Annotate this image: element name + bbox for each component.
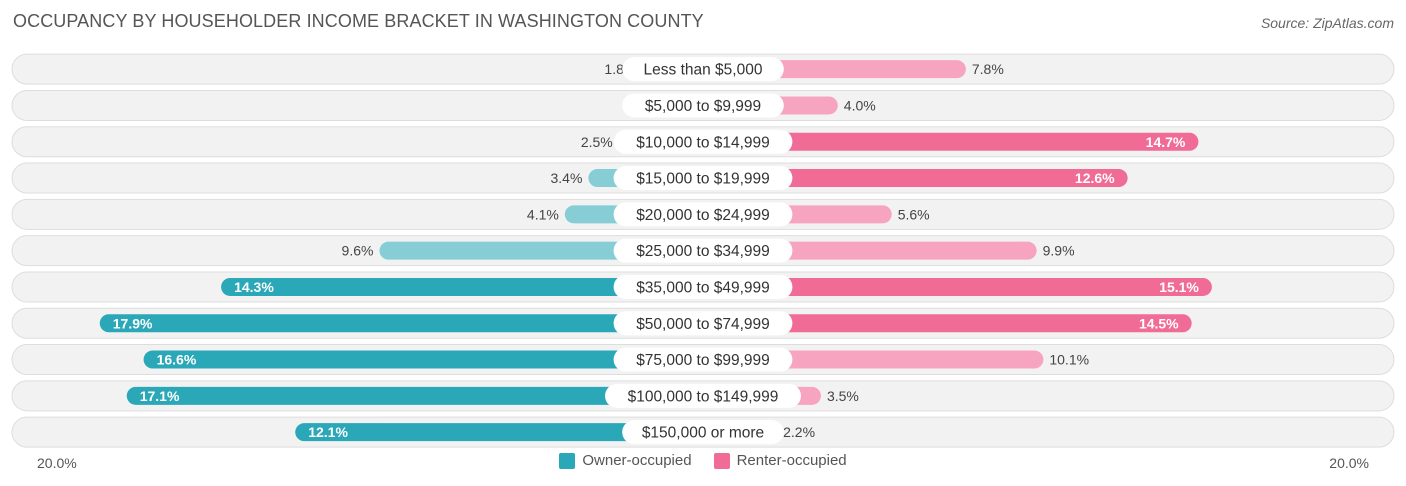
bar-renter [693, 132, 1199, 151]
value-label-owner: 14.3% [234, 279, 274, 295]
legend-label-renter: Renter-occupied [736, 452, 847, 469]
chart-title: OCCUPANCY BY HOUSEHOLDER INCOME BRACKET … [13, 11, 704, 31]
bar-owner [221, 277, 713, 296]
value-label-owner: 4.1% [527, 206, 559, 222]
legend-label-owner: Owner-occupied [582, 452, 692, 469]
category-label: $50,000 to $74,999 [636, 316, 770, 333]
value-label-renter: 9.9% [1043, 243, 1075, 259]
category-label: $150,000 or more [642, 425, 764, 442]
category-label: $5,000 to $9,999 [645, 98, 761, 115]
category-pill [613, 202, 793, 227]
value-label-renter: 2.2% [783, 424, 815, 440]
value-label-renter: 10.1% [1049, 352, 1089, 368]
category-label: $75,000 to $99,999 [636, 352, 770, 369]
value-label-renter: 3.5% [827, 388, 859, 404]
value-label-renter: 7.8% [972, 61, 1004, 77]
value-label-owner: 17.1% [140, 388, 180, 404]
value-label-renter: 12.6% [1075, 170, 1115, 186]
diverging-bar-chart: 1.8%7.8%Less than $5,0000.66%4.0%$5,000 … [11, 53, 1395, 448]
axis-left-label: 20.0% [37, 455, 77, 471]
value-label-owner: 16.6% [157, 352, 197, 368]
bar-renter [693, 169, 1128, 188]
value-label-owner: 9.6% [342, 243, 374, 259]
category-pill [613, 347, 793, 372]
value-label-owner: 3.4% [550, 170, 582, 186]
value-label-renter: 14.5% [1139, 315, 1179, 331]
bar-owner [126, 386, 714, 405]
value-label-renter: 5.6% [898, 206, 930, 222]
value-label-owner: 2.5% [581, 134, 613, 150]
category-label: $15,000 to $19,999 [636, 171, 770, 188]
value-label-renter: 14.7% [1146, 134, 1186, 150]
legend: Owner-occupied Renter-occupied [0, 452, 1406, 469]
bar-owner [295, 423, 713, 442]
legend-swatch-renter [713, 452, 730, 469]
value-label-owner: 17.9% [113, 315, 153, 331]
category-pill [613, 129, 793, 154]
category-pill [622, 57, 784, 82]
category-label: $100,000 to $149,999 [628, 388, 779, 405]
axis-right-label: 20.0% [1329, 455, 1369, 471]
bar-owner [99, 314, 713, 333]
value-label-owner: 12.1% [308, 424, 348, 440]
legend-item-owner: Owner-occupied [559, 452, 692, 469]
category-label: Less than $5,000 [644, 62, 763, 79]
category-pill [613, 274, 793, 299]
value-label-renter: 15.1% [1159, 279, 1199, 295]
chart-source: Source: ZipAtlas.com [1260, 15, 1394, 31]
category-pill [622, 93, 784, 118]
category-pill [605, 383, 801, 408]
legend-item-renter: Renter-occupied [713, 452, 847, 469]
category-pill [622, 420, 784, 445]
bar-renter [693, 314, 1192, 333]
value-label-renter: 4.0% [844, 97, 876, 113]
bar-owner [143, 350, 713, 369]
category-pill [613, 166, 793, 191]
category-label: $25,000 to $34,999 [636, 243, 770, 260]
category-label: $20,000 to $24,999 [636, 207, 770, 224]
legend-swatch-owner [559, 452, 576, 469]
category-pill [613, 238, 793, 263]
bar-renter [693, 277, 1212, 296]
category-pill [613, 311, 793, 336]
category-label: $10,000 to $14,999 [636, 134, 770, 151]
category-label: $35,000 to $49,999 [636, 279, 770, 296]
